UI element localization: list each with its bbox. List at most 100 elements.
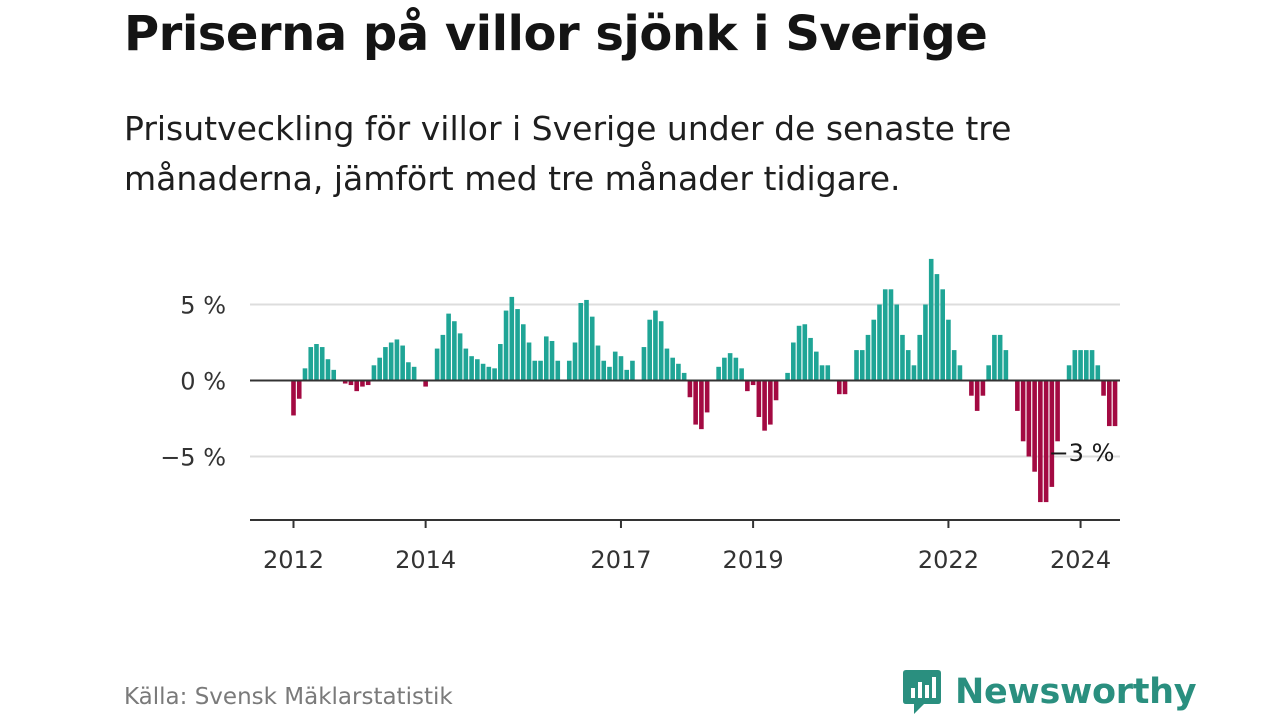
bar[interactable] <box>997 334 1003 381</box>
bar[interactable] <box>687 380 693 398</box>
bar[interactable] <box>624 369 630 381</box>
bar[interactable] <box>463 348 469 381</box>
bar[interactable] <box>1078 350 1083 381</box>
bar[interactable] <box>538 360 543 381</box>
bar[interactable] <box>1003 350 1009 381</box>
bar[interactable] <box>992 334 997 381</box>
bar[interactable] <box>969 380 974 396</box>
bar[interactable] <box>773 380 779 401</box>
bar[interactable] <box>859 350 865 381</box>
bar[interactable] <box>1089 350 1095 381</box>
bar[interactable] <box>1055 380 1060 442</box>
bar[interactable] <box>756 380 762 417</box>
bar[interactable] <box>768 380 773 425</box>
bar[interactable] <box>802 324 808 381</box>
bar[interactable] <box>555 360 561 381</box>
bar[interactable] <box>383 347 388 381</box>
bar[interactable] <box>411 366 417 381</box>
bar[interactable] <box>331 369 337 381</box>
bar[interactable] <box>641 347 647 381</box>
bar[interactable] <box>750 380 756 386</box>
bar[interactable] <box>699 380 704 430</box>
bar[interactable] <box>480 363 486 381</box>
bar[interactable] <box>543 336 549 381</box>
bar[interactable] <box>618 356 624 381</box>
bar[interactable] <box>923 304 928 381</box>
bar[interactable] <box>676 363 681 381</box>
bar[interactable] <box>475 359 480 381</box>
bar[interactable] <box>469 356 474 381</box>
bar[interactable] <box>900 334 905 381</box>
bar[interactable] <box>503 310 509 381</box>
bar[interactable] <box>934 274 940 381</box>
bar[interactable] <box>940 289 945 381</box>
bar[interactable] <box>595 345 601 381</box>
bar[interactable] <box>905 350 911 381</box>
bar[interactable] <box>1084 350 1089 381</box>
bar[interactable] <box>888 289 894 381</box>
bar[interactable] <box>739 368 744 381</box>
bar[interactable] <box>1015 380 1020 411</box>
bar[interactable] <box>980 380 986 396</box>
bar[interactable] <box>1072 350 1078 381</box>
bar[interactable] <box>928 258 934 381</box>
bar[interactable] <box>647 319 652 381</box>
bar[interactable] <box>515 309 520 381</box>
bar[interactable] <box>457 333 463 381</box>
bar[interactable] <box>348 380 354 386</box>
bar[interactable] <box>589 316 595 381</box>
bar[interactable] <box>681 372 687 381</box>
bar[interactable] <box>630 360 635 381</box>
bar[interactable] <box>871 319 877 381</box>
bar[interactable] <box>791 342 796 381</box>
bar[interactable] <box>1112 380 1118 427</box>
bar[interactable] <box>911 365 917 381</box>
bar[interactable] <box>785 372 790 381</box>
bar[interactable] <box>693 380 698 425</box>
bar[interactable] <box>1066 365 1072 381</box>
bar[interactable] <box>882 289 888 381</box>
bar[interactable] <box>360 380 365 387</box>
bar[interactable] <box>526 342 532 381</box>
bar[interactable] <box>1020 380 1026 442</box>
bar[interactable] <box>394 339 400 381</box>
bar[interactable] <box>762 380 767 431</box>
bar[interactable] <box>986 365 991 381</box>
bar[interactable] <box>302 368 308 381</box>
bar[interactable] <box>974 380 980 411</box>
bar[interactable] <box>549 340 555 381</box>
bar[interactable] <box>388 342 394 381</box>
bar[interactable] <box>314 344 319 381</box>
bar[interactable] <box>572 342 578 381</box>
bar[interactable] <box>509 296 515 381</box>
bar[interactable] <box>365 380 371 386</box>
bar[interactable] <box>664 348 670 381</box>
bar[interactable] <box>1043 380 1049 503</box>
bar[interactable] <box>578 302 584 381</box>
bar[interactable] <box>440 334 446 381</box>
bar[interactable] <box>894 304 900 381</box>
bar[interactable] <box>865 334 871 381</box>
bar[interactable] <box>423 380 428 387</box>
bar[interactable] <box>342 380 348 384</box>
bar[interactable] <box>601 360 607 381</box>
bar[interactable] <box>584 299 589 381</box>
bar[interactable] <box>1032 380 1037 472</box>
bar[interactable] <box>291 380 296 416</box>
bar[interactable] <box>1106 380 1112 427</box>
bar[interactable] <box>722 357 727 381</box>
bar[interactable] <box>957 365 963 381</box>
bar[interactable] <box>354 380 359 392</box>
bar[interactable] <box>733 357 739 381</box>
bar[interactable] <box>836 380 842 395</box>
bar[interactable] <box>854 350 859 381</box>
bar[interactable] <box>400 345 405 381</box>
bar[interactable] <box>808 337 813 381</box>
bar[interactable] <box>658 321 664 381</box>
brand-logo[interactable]: Newsworthy <box>902 668 1197 716</box>
bar[interactable] <box>566 360 572 381</box>
bar[interactable] <box>917 334 923 381</box>
bar[interactable] <box>1101 380 1106 396</box>
bar[interactable] <box>819 365 825 381</box>
bar[interactable] <box>716 366 721 381</box>
